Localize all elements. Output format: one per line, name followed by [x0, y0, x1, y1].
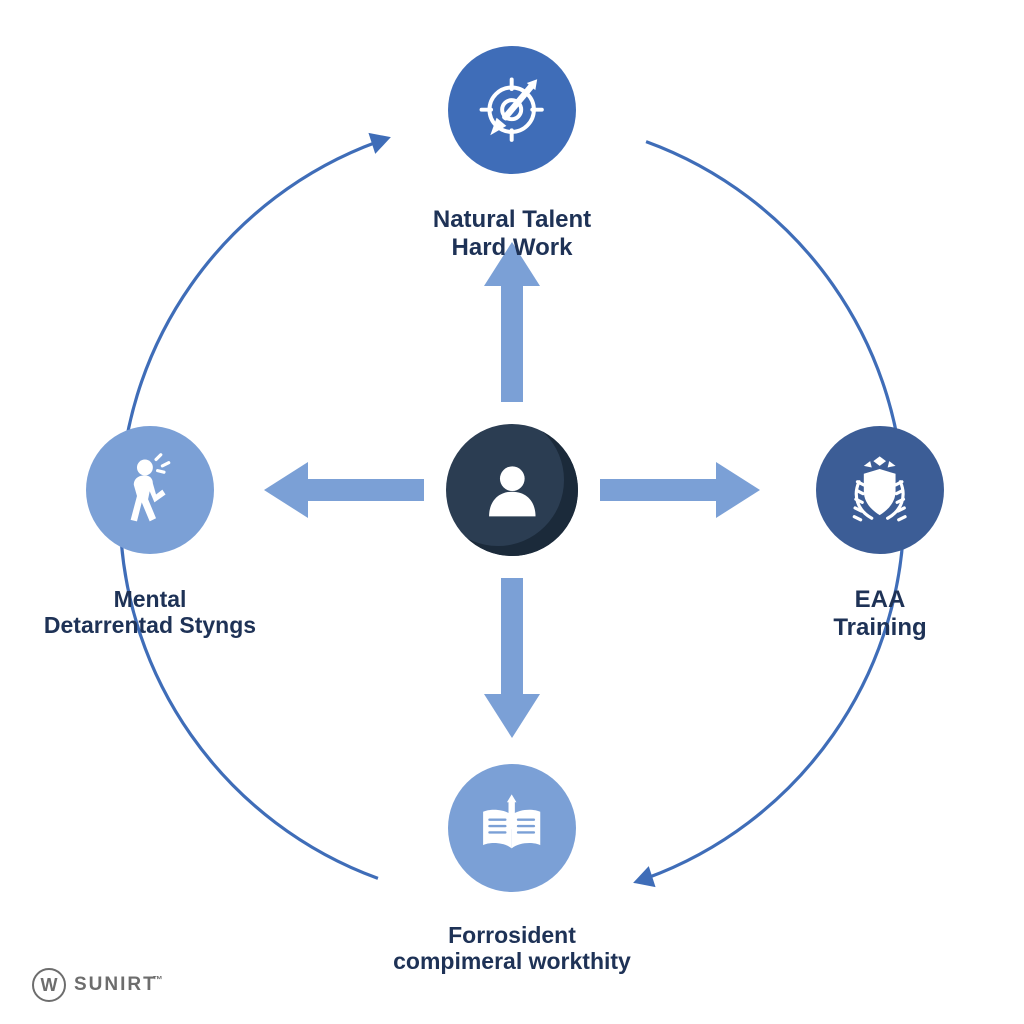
logo-sup: ™ — [153, 975, 163, 986]
center-node — [446, 424, 578, 556]
label-top: Natural Talent Hard Work — [382, 206, 642, 261]
footer-logo: W SUNIRT™ — [32, 968, 163, 1002]
diagram-stage: Natural Talent Hard Work EAA Training Fo… — [0, 0, 1024, 1024]
label-bottom: Forrosident compimeral workthity — [352, 922, 672, 975]
target-pen-icon — [472, 70, 551, 149]
label-right: EAA Training — [790, 586, 970, 641]
logo-text: SUNIRT™ — [74, 974, 163, 996]
logo-mark: W — [32, 968, 66, 1002]
person-silhouette-icon — [476, 454, 549, 527]
node-left — [86, 426, 214, 554]
active-person-icon — [110, 450, 189, 529]
logo-text-label: SUNIRT — [74, 974, 157, 995]
label-left: Mental Detarrentad Styngs — [20, 586, 280, 639]
node-right — [816, 426, 944, 554]
open-book-icon — [472, 788, 551, 867]
shield-laurel-icon — [840, 450, 919, 529]
node-top — [448, 46, 576, 174]
node-bottom — [448, 764, 576, 892]
